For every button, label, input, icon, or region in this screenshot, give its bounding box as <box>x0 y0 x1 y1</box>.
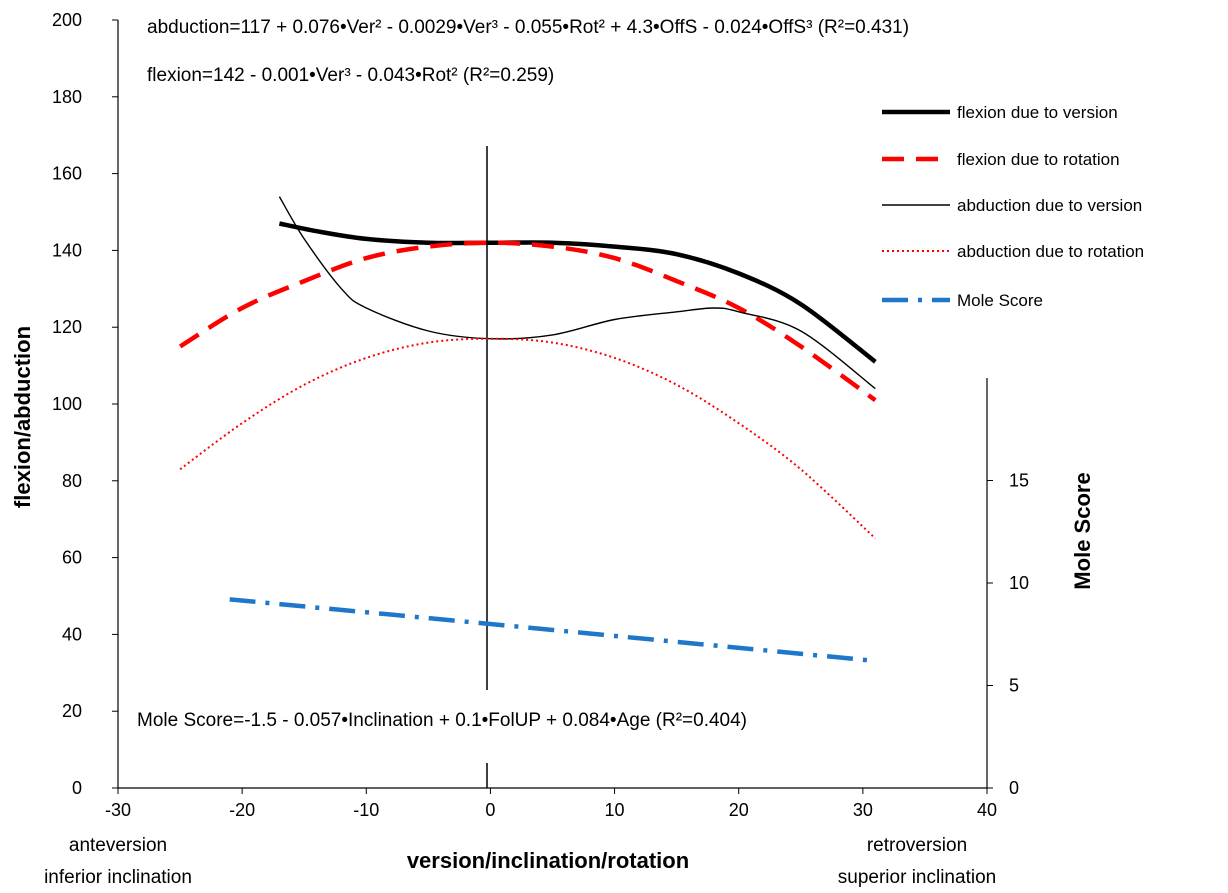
flexion-equation: flexion=142 - 0.001•Ver³ - 0.043•Rot² (R… <box>147 65 554 86</box>
x-note-left-line1: anteversion <box>69 835 167 856</box>
y-tick-label: 80 <box>62 471 82 491</box>
y2-tick-label: 0 <box>1009 778 1019 798</box>
x-tick-label: 10 <box>605 800 625 820</box>
y2-tick-label: 10 <box>1009 573 1029 593</box>
abduction-equation: abduction=117 + 0.076•Ver² - 0.0029•Ver³… <box>147 17 909 38</box>
series-line-abduction-due-to-version <box>278 196 876 390</box>
legend-label: Mole Score <box>957 291 1043 310</box>
y-tick-label: 60 <box>62 548 82 568</box>
legend-label: flexion due to rotation <box>957 150 1120 169</box>
y-axis-title: flexion/abduction <box>10 326 35 508</box>
legend-label: abduction due to rotation <box>957 242 1144 261</box>
series-line-flexion-due-to-rotation <box>178 240 877 403</box>
x-tick-label: 0 <box>485 800 495 820</box>
x-tick-label: 40 <box>977 800 997 820</box>
legend-label: abduction due to version <box>957 196 1142 215</box>
x-note-left-line2: inferior inclination <box>44 867 192 888</box>
x-tick-label: -30 <box>105 800 131 820</box>
y-tick-label: 120 <box>52 317 82 337</box>
x-note-right-line2: superior inclination <box>838 867 996 888</box>
x-tick-label: -20 <box>229 800 255 820</box>
x-tick-label: 30 <box>853 800 873 820</box>
series-lines <box>178 196 877 664</box>
series-line-flexion-due-to-version <box>278 221 877 364</box>
legend: flexion due to version flexion due to rot… <box>882 103 1144 310</box>
y-tick-label: 100 <box>52 394 82 414</box>
y-tick-label: 0 <box>72 778 82 798</box>
x-tick-label: 20 <box>729 800 749 820</box>
y-tick-label: 200 <box>52 10 82 30</box>
y-tick-label: 40 <box>62 624 82 644</box>
y-tick-label: 160 <box>52 164 82 184</box>
y-tick-label: 180 <box>52 87 82 107</box>
x-axis-title: version/inclination/rotation <box>407 848 689 873</box>
x-tick-label: -10 <box>353 800 379 820</box>
y-tick-label: 20 <box>62 701 82 721</box>
legend-label: flexion due to version <box>957 103 1118 122</box>
x-note-right-line1: retroversion <box>867 835 967 856</box>
series-line-mole-score <box>229 597 876 664</box>
y-tick-label: 140 <box>52 240 82 260</box>
series-line-abduction-due-to-rotation <box>179 337 876 540</box>
axis-ticks: -30 -20 -10 0 10 20 30 400204060801001201401601… <box>52 10 1029 820</box>
y2-tick-label: 5 <box>1009 676 1019 696</box>
y2-tick-label: 15 <box>1009 471 1029 491</box>
y2-axis-title: Mole Score <box>1070 472 1095 589</box>
mole-score-equation: Mole Score=-1.5 - 0.057•Inclination + 0.… <box>137 710 747 731</box>
